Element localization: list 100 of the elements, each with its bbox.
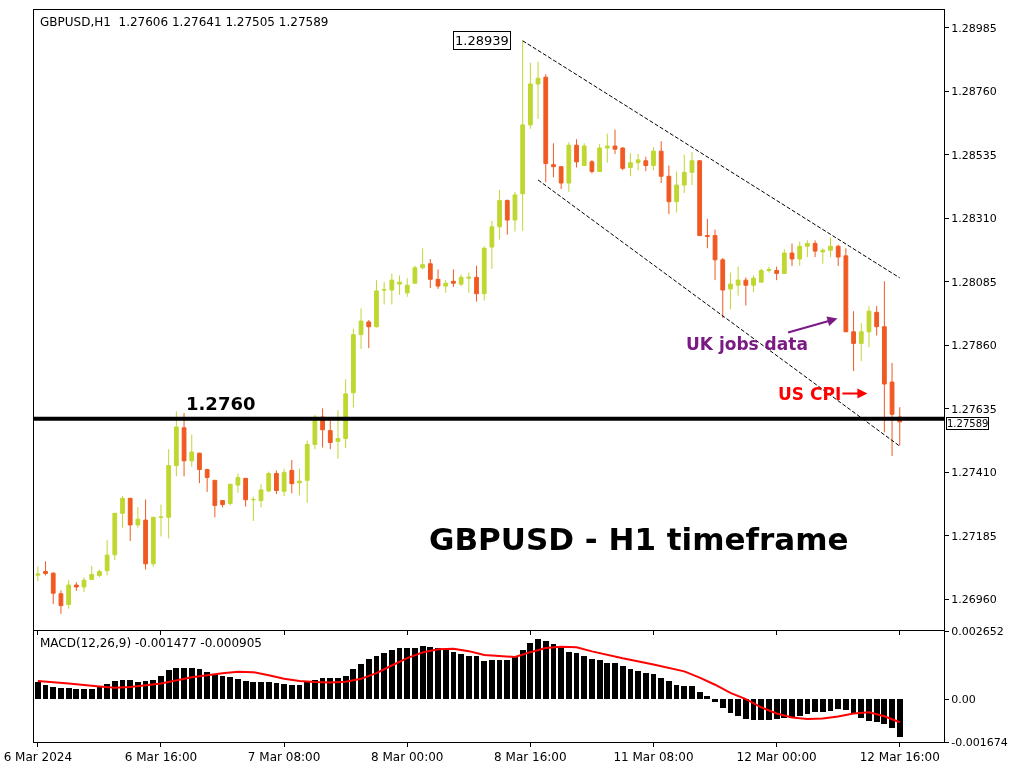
candlestick bbox=[35, 565, 41, 582]
bar bbox=[805, 699, 810, 715]
bar bbox=[412, 648, 418, 700]
y-tick-label: 1.28310 bbox=[951, 212, 997, 226]
candlestick bbox=[843, 247, 849, 333]
candlestick bbox=[674, 170, 679, 213]
bar bbox=[397, 648, 402, 700]
candlestick bbox=[489, 220, 495, 270]
candlestick bbox=[766, 266, 772, 274]
bar bbox=[258, 682, 264, 700]
candlestick bbox=[397, 274, 402, 296]
candlestick bbox=[758, 268, 764, 283]
bar bbox=[212, 674, 218, 700]
y-tick-label: 0.002652 bbox=[951, 624, 1004, 638]
x-tick-label: 6 Mar 2024 bbox=[3, 750, 73, 765]
bar bbox=[381, 653, 387, 700]
candlestick bbox=[266, 471, 272, 493]
bar bbox=[728, 699, 733, 714]
candlestick bbox=[112, 512, 118, 561]
bar bbox=[674, 685, 679, 700]
bar bbox=[266, 682, 272, 700]
candlestick bbox=[235, 473, 241, 494]
candlestick bbox=[227, 483, 233, 506]
annotation: UK jobs data bbox=[686, 334, 808, 354]
candlestick bbox=[366, 319, 372, 349]
bar bbox=[435, 648, 441, 700]
candlestick bbox=[581, 142, 587, 167]
bar bbox=[566, 652, 572, 700]
text: GBPUSD,H1 1.27606 1.27641 1.27505 1.27589 bbox=[40, 15, 329, 29]
candlestick bbox=[774, 266, 780, 281]
y-tick-label: 1.28085 bbox=[951, 275, 997, 289]
bar bbox=[274, 683, 279, 700]
ref-line-label: 1.2760 bbox=[186, 393, 256, 414]
bar bbox=[766, 699, 772, 721]
chart-title: MACD(12,26,9) -0.001477 -0.000905 bbox=[40, 636, 262, 650]
x-tick-label: 11 Mar 08:00 bbox=[613, 750, 694, 765]
candlestick bbox=[651, 146, 656, 171]
candlestick bbox=[166, 448, 172, 539]
candlestick bbox=[666, 165, 672, 215]
candlestick bbox=[197, 452, 202, 484]
bar bbox=[197, 669, 202, 700]
candlestick bbox=[797, 240, 803, 267]
bar bbox=[81, 689, 87, 700]
candlestick bbox=[620, 146, 626, 171]
bar bbox=[404, 648, 410, 700]
y-tick-label: 1.27635 bbox=[951, 402, 997, 416]
candlestick bbox=[104, 539, 110, 576]
candlestick bbox=[420, 247, 426, 270]
bar bbox=[297, 685, 302, 700]
bar bbox=[720, 699, 726, 709]
candlestick bbox=[220, 499, 225, 508]
annotation: GBPUSD - H1 timeframe bbox=[429, 521, 849, 557]
candlestick bbox=[135, 506, 141, 529]
candlestick bbox=[558, 165, 564, 190]
bar bbox=[789, 699, 795, 719]
bar bbox=[612, 663, 618, 700]
bar bbox=[181, 668, 187, 700]
bar bbox=[589, 659, 595, 700]
candlestick bbox=[504, 198, 510, 236]
bar bbox=[743, 699, 749, 720]
candlestick bbox=[297, 468, 302, 496]
candlestick bbox=[258, 483, 264, 508]
candlestick bbox=[204, 468, 210, 493]
bar bbox=[635, 671, 641, 700]
candlestick bbox=[681, 154, 687, 194]
candlestick bbox=[520, 40, 526, 232]
x-tick-label: 12 Mar 16:00 bbox=[859, 750, 940, 765]
bar bbox=[628, 669, 633, 700]
candlestick bbox=[189, 434, 195, 468]
candlestick bbox=[343, 378, 349, 449]
bar bbox=[889, 699, 895, 729]
x-tick-label: 12 Mar 00:00 bbox=[736, 750, 817, 765]
candlestick bbox=[412, 265, 418, 284]
y-tick-label: 0.00 bbox=[951, 692, 976, 706]
candlestick bbox=[612, 129, 618, 155]
candlestick bbox=[628, 152, 633, 177]
y-tick-label: 1.26960 bbox=[951, 593, 997, 607]
candlestick bbox=[689, 151, 695, 186]
candlestick bbox=[381, 281, 387, 305]
candlestick bbox=[127, 497, 133, 542]
bar bbox=[497, 660, 502, 700]
candlestick bbox=[720, 257, 726, 319]
candlestick bbox=[274, 469, 279, 495]
candlestick bbox=[389, 272, 395, 305]
candlestick bbox=[97, 569, 102, 578]
candlestick bbox=[181, 412, 187, 477]
candlestick bbox=[735, 266, 741, 297]
bar bbox=[335, 678, 341, 700]
y-tick-label: 1.28535 bbox=[951, 148, 997, 162]
bar bbox=[374, 656, 379, 700]
candlestick bbox=[150, 516, 156, 568]
x-tick-label: 8 Mar 00:00 bbox=[370, 750, 444, 765]
candlestick bbox=[789, 242, 795, 267]
candlestick bbox=[851, 310, 856, 372]
x-tick-label: 7 Mar 08:00 bbox=[247, 750, 321, 765]
bar bbox=[828, 699, 833, 712]
bar bbox=[558, 648, 564, 700]
bar bbox=[681, 686, 687, 700]
bar bbox=[220, 676, 225, 700]
y-tick-label: 1.27185 bbox=[951, 529, 997, 543]
